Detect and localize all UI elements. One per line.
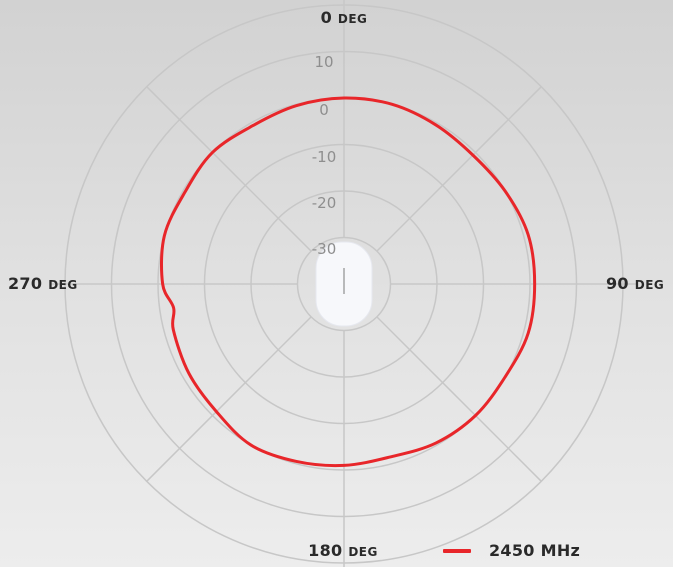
legend: 2450 MHz (443, 541, 580, 560)
grid-spoke (376, 316, 542, 482)
angle-label-180: 180 DEG (308, 541, 378, 560)
radial-tick-label: -30 (311, 240, 337, 258)
legend-swatch (443, 548, 471, 553)
angle-label-0: 0 DEG (320, 8, 368, 27)
grid-spoke (146, 316, 312, 482)
legend-label: 2450 MHz (489, 541, 581, 560)
angle-label-270: 270 DEG (8, 274, 78, 293)
angle-label-90: 90 DEG (606, 274, 665, 293)
access-point-icon (315, 241, 373, 327)
grid-spoke (376, 86, 542, 252)
series-line-2450-mhz (160, 96, 537, 468)
grid-spoke (146, 86, 312, 252)
radial-tick-label: 10 (314, 53, 334, 71)
radial-tick-label: -20 (311, 194, 337, 212)
radial-tick-label: -10 (311, 148, 337, 166)
radial-tick-label: 0 (319, 101, 329, 119)
series-layer (160, 96, 537, 468)
